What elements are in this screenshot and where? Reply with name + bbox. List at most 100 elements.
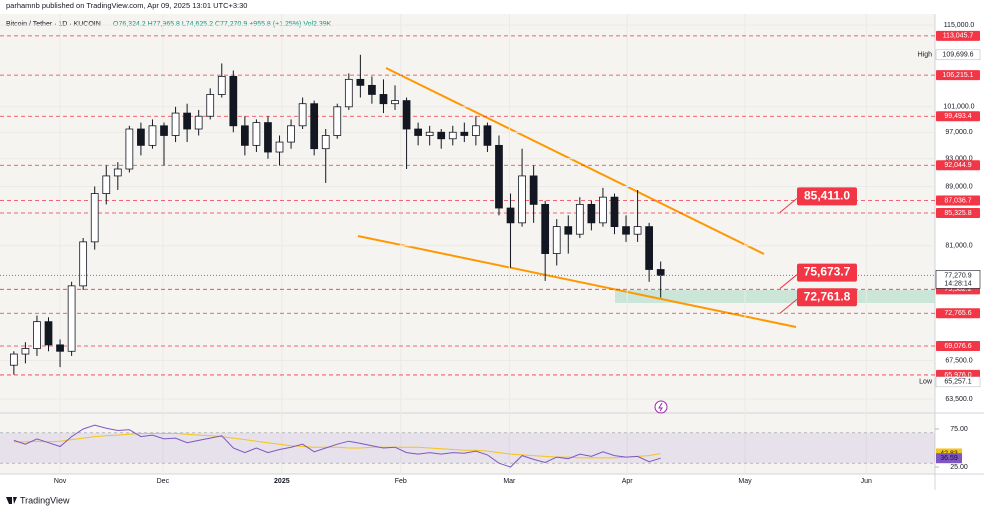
countdown: 14:28:14 — [944, 280, 971, 287]
level-label: 72,765.6 — [944, 310, 971, 317]
rsi-line — [13, 424, 661, 468]
annotation-label: 75,673.7 — [804, 265, 851, 279]
level-label-bg — [936, 70, 980, 81]
rsi-line-label: 36.59 — [940, 455, 958, 462]
level-label: 106,215.1 — [942, 72, 973, 79]
candle-body — [472, 125, 480, 136]
candle-body — [321, 135, 330, 150]
rsi-ma — [13, 433, 661, 459]
candle-body — [79, 241, 88, 287]
zone — [615, 290, 935, 303]
candle-body — [425, 131, 434, 136]
candle-body — [275, 141, 284, 153]
candle-body — [529, 175, 538, 205]
annotation-bg — [797, 288, 857, 307]
candle-body — [137, 128, 145, 146]
candle-body — [541, 203, 550, 254]
level-label: 87,036.7 — [944, 197, 971, 204]
ohlc: O76,324.2 H77,965.8 L74,625.2 C77,270.9 … — [113, 21, 332, 28]
candle-body — [67, 285, 76, 352]
candle-body — [610, 196, 619, 228]
candle-body — [518, 175, 526, 224]
event-icon[interactable] — [654, 400, 668, 414]
current-price-bg — [935, 270, 981, 289]
candle-body — [241, 125, 249, 146]
rsi-line-label-bg — [936, 453, 962, 464]
level-label: 99,493.4 — [944, 113, 971, 120]
marker-label: 109,699.6 — [942, 52, 973, 59]
marker-bg — [935, 376, 981, 388]
rsi-tick-label: 75.00 — [950, 426, 968, 433]
candle-body — [298, 103, 307, 127]
logo: TradingView — [20, 495, 70, 505]
candle-body — [599, 196, 607, 224]
y-tick-label: 89,000.0 — [945, 183, 972, 190]
trendline-lower — [357, 235, 797, 328]
level-label-bg — [936, 207, 980, 218]
publisher: parhamnb published on TradingView.com, A… — [6, 1, 247, 10]
plot-background — [0, 14, 935, 474]
candle-body — [252, 122, 261, 146]
candle-body — [160, 125, 168, 136]
candle-body — [622, 226, 630, 235]
candle-body — [171, 112, 180, 136]
x-tick-label: Nov — [54, 478, 67, 485]
level-label: 75,582.2 — [944, 286, 971, 293]
candle-body — [21, 348, 30, 355]
candle-body — [552, 226, 561, 254]
candle-body — [333, 106, 342, 136]
candle-body — [229, 75, 238, 127]
candle-body — [356, 78, 365, 86]
candle-body — [437, 131, 446, 140]
candle-body — [564, 226, 573, 235]
candle-body — [33, 321, 41, 349]
candle-body — [125, 128, 134, 170]
level-label: 92,044.9 — [944, 162, 971, 169]
annotation-bg — [797, 263, 857, 282]
candle-body — [483, 125, 492, 146]
level-label-bg — [936, 340, 980, 351]
level-label: 113,045.7 — [943, 33, 974, 40]
candle-body — [9, 353, 18, 366]
current-price-label: 77,270.9 — [944, 272, 971, 279]
candle-body — [102, 175, 111, 194]
annotation-pointer — [779, 197, 798, 213]
candle-body — [206, 94, 215, 117]
symbol: Bitcoin / Tether · 1D · KUCOIN — [6, 21, 101, 28]
x-tick-label: Dec — [157, 478, 170, 485]
y-tick-label: 67,500.0 — [945, 357, 972, 364]
annotation-label: 85,411.0 — [804, 189, 850, 203]
candle-body — [402, 100, 411, 130]
y-tick-label: 97,000.0 — [945, 129, 972, 136]
candle-body — [217, 75, 226, 95]
level-label: 69,076.6 — [944, 343, 971, 350]
y-tick-label: 81,000.0 — [945, 243, 972, 250]
candle-body — [113, 168, 122, 177]
level-label: 65,976.0 — [944, 372, 971, 379]
high-marker: High — [918, 52, 933, 59]
candle-body — [90, 193, 99, 243]
candle-body — [56, 344, 64, 352]
level-label: 85,325.8 — [944, 210, 971, 217]
level-label-bg — [936, 30, 980, 41]
low-marker: Low — [919, 379, 933, 386]
x-tick-label: Apr — [622, 478, 634, 485]
candle-body — [44, 321, 53, 346]
candle-body — [264, 122, 272, 153]
x-tick-label: Mar — [503, 478, 516, 485]
candle-body — [656, 269, 665, 276]
candle-body — [148, 125, 157, 146]
candle-body — [448, 131, 457, 140]
annotation-bg — [797, 187, 857, 206]
candle-body — [194, 115, 203, 130]
event-icon-bolt — [658, 402, 663, 412]
x-tick-label: May — [738, 478, 752, 485]
level-label-bg — [936, 195, 980, 206]
candle-body — [414, 128, 422, 136]
candle-body — [287, 125, 295, 143]
y-tick-label: 101,000.0 — [943, 104, 974, 111]
level-label-bg — [936, 160, 980, 171]
candle-body — [310, 103, 319, 150]
